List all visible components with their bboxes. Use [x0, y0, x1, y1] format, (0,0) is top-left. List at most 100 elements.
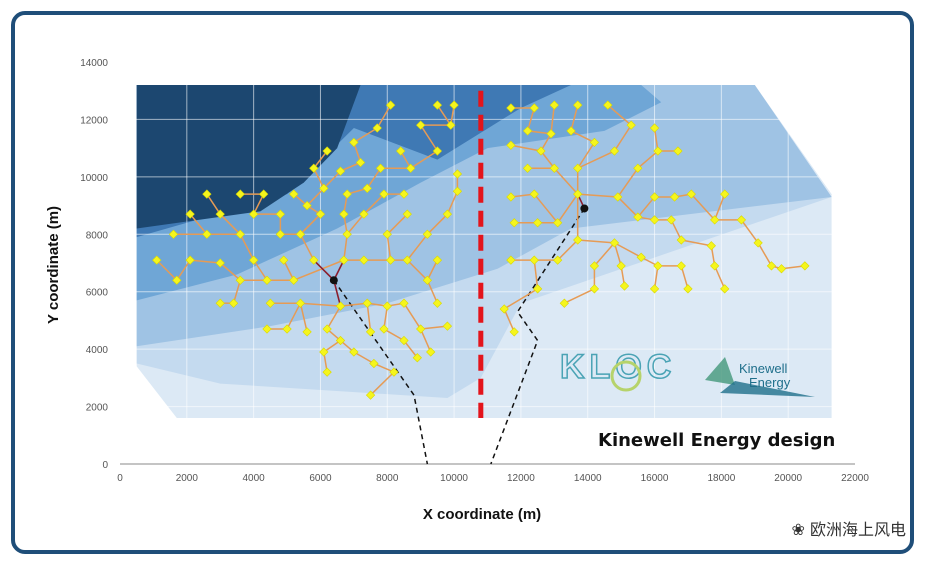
y-tick-label: 4000: [86, 345, 109, 356]
turbine-marker: [506, 255, 516, 265]
array-cable: [353, 127, 378, 144]
array-cable: [252, 193, 265, 215]
turbine-marker: [609, 146, 620, 156]
turbine-marker: [536, 146, 546, 156]
turbine-marker: [426, 347, 436, 357]
turbine-marker: [262, 324, 272, 334]
array-cable: [386, 234, 392, 261]
turbine-marker: [442, 321, 453, 331]
array-cable: [420, 325, 448, 330]
turbine-marker: [449, 100, 459, 110]
turbine-marker: [339, 255, 349, 265]
array-cable: [713, 193, 726, 221]
y-tick-label: 12000: [80, 115, 108, 126]
y-tick-label: 0: [102, 460, 108, 471]
array-cable: [406, 233, 428, 261]
turbine-marker: [228, 298, 239, 308]
array-cable: [340, 161, 361, 172]
turbine-marker: [529, 255, 539, 265]
turbine-marker: [322, 324, 332, 334]
turbine-marker: [335, 166, 346, 176]
turbine-marker: [399, 189, 409, 199]
turbine-marker: [509, 327, 519, 337]
turbine-marker: [432, 146, 443, 156]
turbine-marker: [633, 163, 643, 173]
turbine-marker: [275, 209, 285, 219]
turbine-marker: [342, 229, 352, 239]
turbine-marker: [753, 238, 763, 248]
turbine-marker: [399, 335, 409, 346]
turbine-marker: [669, 192, 680, 202]
turbine-marker: [152, 255, 162, 265]
turbine-marker: [720, 284, 730, 294]
turbine-marker: [382, 301, 392, 311]
turbine-marker: [776, 264, 787, 274]
turbine-marker: [649, 123, 660, 133]
turbine-marker: [619, 281, 630, 291]
credit-text: Kinewell Energy design: [598, 430, 835, 451]
array-cable: [436, 104, 452, 126]
turbine-marker: [249, 255, 259, 265]
array-cable: [403, 340, 418, 359]
x-tick-label: 10000: [440, 473, 468, 484]
kloc-logo-text: KLOC: [560, 348, 676, 386]
array-cable: [239, 233, 255, 261]
turbine-marker: [529, 189, 539, 199]
watermark: ❀ 欧洲海上风电: [791, 516, 906, 540]
turbine-marker: [452, 169, 463, 179]
x-tick-label: 8000: [376, 473, 399, 484]
x-tick-label: 4000: [243, 473, 266, 484]
array-cable: [533, 193, 559, 224]
array-cable: [293, 259, 345, 281]
array-cable: [614, 242, 642, 258]
array-cable: [283, 259, 295, 281]
turbine-marker: [613, 192, 623, 202]
array-cable: [299, 233, 315, 261]
turbine-marker: [422, 229, 432, 239]
turbine-marker: [506, 140, 516, 150]
turbine-marker: [666, 215, 676, 225]
array-cable: [540, 150, 555, 169]
kinewell-logo-name: Kinewell: [739, 361, 788, 376]
turbine-marker: [522, 126, 533, 136]
array-cable: [286, 302, 302, 330]
x-tick-label: 16000: [641, 473, 669, 484]
turbine-marker: [295, 229, 306, 239]
array-cable: [426, 279, 439, 304]
array-cable: [419, 328, 432, 353]
turbine-marker: [342, 189, 352, 199]
turbine-marker: [653, 146, 663, 156]
turbine-marker: [335, 301, 346, 311]
turbine-marker: [633, 212, 643, 222]
turbine-marker: [649, 284, 660, 294]
turbine-marker: [509, 218, 519, 228]
array-cable: [690, 193, 716, 221]
turbine-marker: [800, 261, 810, 271]
array-cable: [383, 328, 405, 342]
turbine-marker: [202, 189, 212, 199]
turbine-marker: [172, 275, 182, 285]
turbine-marker: [549, 100, 559, 110]
turbine-marker: [736, 215, 747, 225]
turbine-marker: [626, 120, 636, 130]
turbine-marker: [302, 200, 312, 211]
array-cable: [713, 265, 726, 290]
x-tick-label: 22000: [841, 473, 869, 484]
array-cable: [206, 193, 221, 215]
turbine-marker: [385, 100, 396, 110]
turbine-marker: [432, 100, 443, 110]
array-cable: [232, 280, 241, 304]
y-tick-label: 14000: [80, 58, 108, 69]
array-cable: [526, 107, 535, 132]
turbine-marker: [402, 209, 412, 219]
array-cable: [426, 213, 448, 235]
x-tick-label: 14000: [574, 473, 602, 484]
turbine-marker: [506, 192, 516, 202]
turbine-marker: [339, 209, 349, 219]
export-cable: [333, 279, 429, 465]
turbine-marker: [676, 235, 686, 245]
array-cable: [189, 213, 208, 235]
turbine-marker: [442, 209, 453, 219]
array-cable: [373, 362, 395, 373]
array-cable: [363, 193, 385, 215]
